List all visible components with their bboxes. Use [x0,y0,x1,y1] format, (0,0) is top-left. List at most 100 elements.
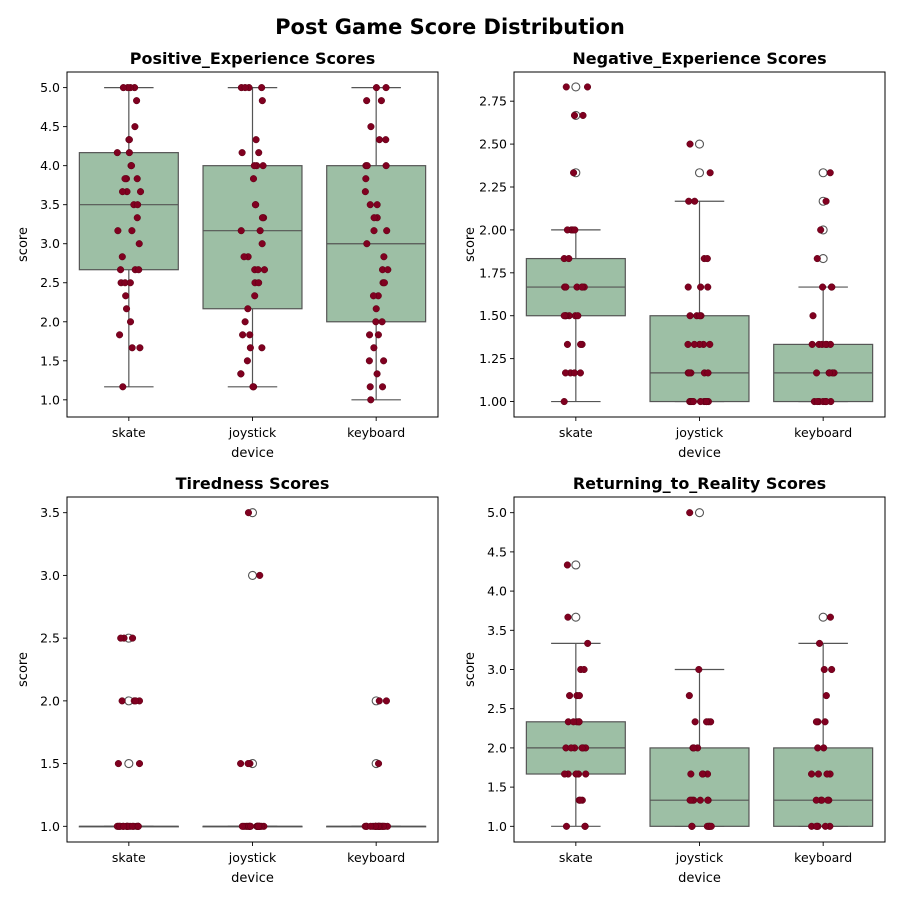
data-point [576,796,584,804]
data-point [560,312,568,320]
outlier-point [571,560,581,570]
data-point [698,770,706,778]
data-point [695,665,703,674]
data-point [373,370,381,378]
box-skate [78,87,179,388]
y-tick-label: 5.0 [487,505,507,520]
data-point [128,344,136,352]
y-tick-label: 3.0 [40,568,60,583]
data-point [121,175,129,183]
data-point [118,253,126,261]
strip-skate [560,83,592,406]
data-point [133,97,141,105]
data-point [244,509,253,517]
data-point [820,665,828,674]
data-point [567,744,575,752]
strip-keyboard [808,613,836,830]
y-axis-label: score [463,652,478,687]
data-point [703,718,711,726]
subplot-title: Tiredness Scores [176,474,330,493]
data-point [114,227,122,235]
data-point [697,283,705,291]
data-point [821,718,829,726]
data-point [704,796,712,804]
y-tick-label: 1.0 [487,819,507,834]
data-point [258,240,266,248]
data-point [706,340,714,348]
data-point [822,398,830,406]
data-point [254,266,262,274]
data-point [118,188,127,196]
y-tick-label: 1.5 [40,756,60,771]
data-point [566,692,574,700]
strip-skate [113,634,144,830]
data-point [812,796,820,804]
data-point [382,697,390,705]
data-point [363,97,371,105]
strip-keyboard [361,697,392,830]
data-point [370,344,378,352]
data-point [240,253,248,261]
y-tick-label: 5.0 [40,80,60,95]
data-point [255,149,263,157]
strip-joystick [684,140,714,406]
x-tick-label: skate [559,850,593,865]
data-point [367,822,375,830]
data-point [582,770,590,778]
x-tick-label: skate [559,425,593,440]
axes-frame [513,496,886,843]
data-point [373,201,381,209]
data-point [686,796,694,804]
data-point [374,331,382,339]
strip-joystick [237,509,268,830]
y-tick-label: 1.00 [479,394,507,409]
x-tick-label: joystick [228,425,277,440]
data-point [689,398,697,406]
outlier-point [571,82,581,92]
data-point [580,665,588,674]
y-tick-label: 1.5 [40,353,60,368]
data-point [114,760,122,768]
data-point [704,369,712,377]
box-iqr [649,315,750,403]
data-point [237,370,245,378]
data-point [375,697,383,705]
data-point [825,369,833,377]
data-point [244,760,252,768]
data-point [828,665,836,674]
y-tick-label: 4.5 [40,119,60,134]
data-point [822,692,830,700]
data-point [575,692,583,700]
y-tick-label: 4.0 [487,584,507,599]
data-point [706,169,714,177]
data-point [685,369,693,377]
data-point [383,227,391,235]
outlier-point [571,612,581,622]
data-point [375,136,383,144]
data-point [133,214,141,222]
data-point [132,697,140,705]
data-point [254,822,262,830]
data-point [258,214,267,222]
data-point [686,312,694,320]
outlier-point [124,759,134,769]
data-point [237,227,245,235]
data-point [813,398,821,406]
outlier-point [694,168,705,178]
data-point [365,357,373,365]
data-point [135,266,143,274]
y-tick-label: 3.5 [487,623,507,638]
data-point [367,396,375,404]
data-point [125,149,133,157]
box-iqr [78,152,179,271]
data-point [122,305,131,313]
data-point [237,760,245,768]
x-tick-label: keyboard [794,425,852,440]
data-point [828,283,836,291]
data-point [366,331,374,339]
data-point [687,770,695,778]
axes-frame [66,71,439,418]
data-point [578,283,586,291]
data-point [565,255,573,263]
